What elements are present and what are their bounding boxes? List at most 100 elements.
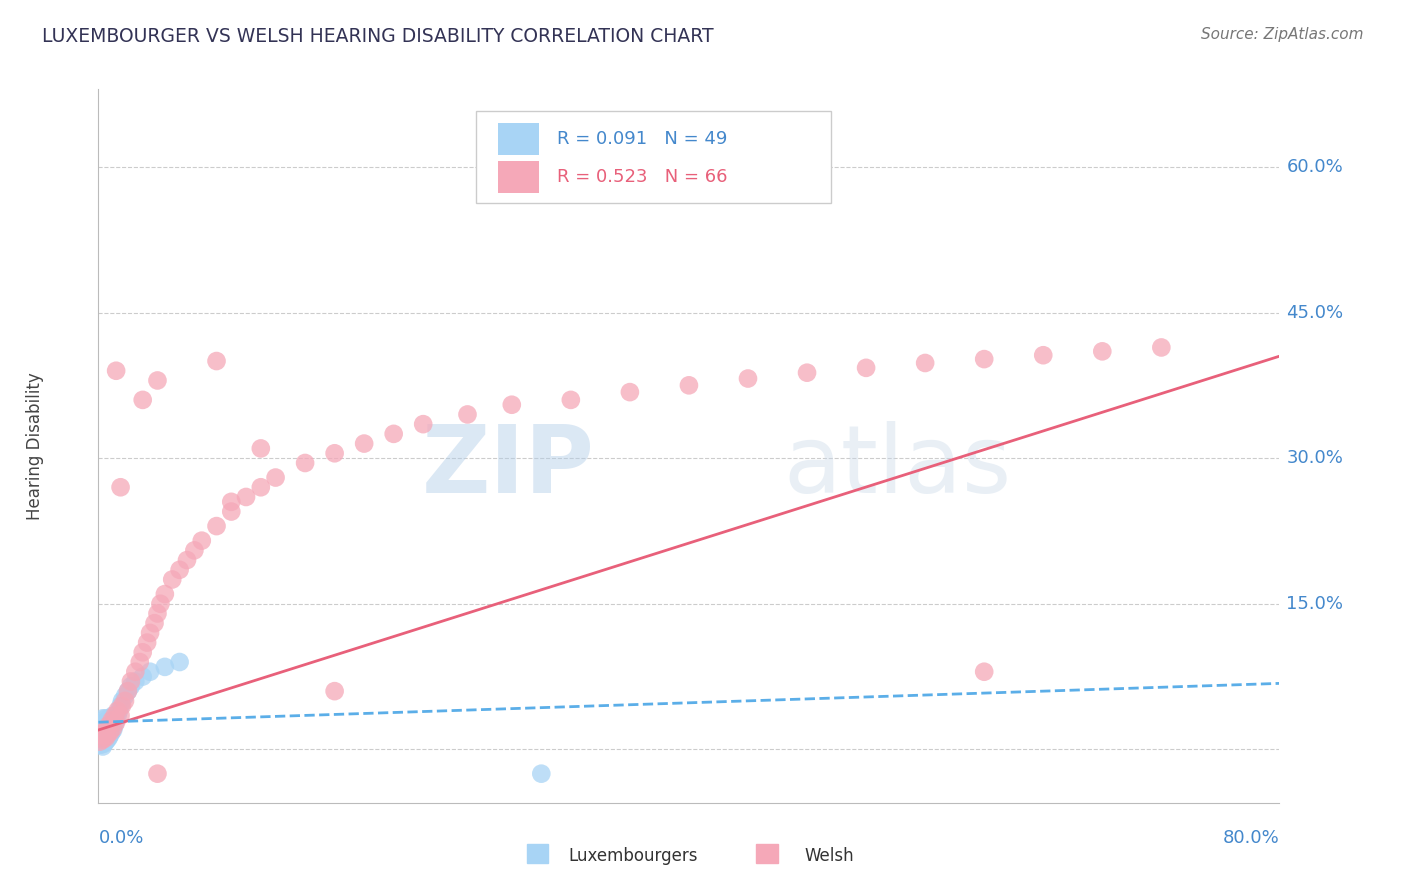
Point xyxy=(205,519,228,533)
Point xyxy=(124,674,146,689)
Text: Welsh: Welsh xyxy=(804,847,855,865)
Point xyxy=(105,715,128,730)
Point xyxy=(93,715,115,730)
Point xyxy=(973,665,995,679)
Point xyxy=(678,378,700,392)
Point xyxy=(132,392,155,407)
Point xyxy=(111,698,134,713)
Point xyxy=(149,597,172,611)
Point xyxy=(124,665,146,679)
Point xyxy=(89,728,111,742)
Point xyxy=(96,728,118,742)
Point xyxy=(914,356,936,370)
Point xyxy=(323,684,346,698)
Point xyxy=(973,352,995,367)
Point xyxy=(97,718,120,732)
Point xyxy=(90,738,112,752)
Point xyxy=(93,725,115,739)
Point xyxy=(105,364,128,378)
Point xyxy=(120,679,142,693)
Bar xyxy=(498,123,538,155)
Point xyxy=(97,723,120,737)
Point xyxy=(139,665,162,679)
Point xyxy=(110,480,132,494)
Point xyxy=(143,616,166,631)
Point xyxy=(94,728,117,742)
Point xyxy=(176,553,198,567)
Point xyxy=(146,766,169,780)
Point xyxy=(183,543,205,558)
Point xyxy=(103,721,125,735)
Point xyxy=(91,718,114,732)
Point xyxy=(91,739,114,754)
Point xyxy=(855,360,877,375)
Point xyxy=(104,708,127,723)
Point xyxy=(90,718,112,732)
Point xyxy=(250,442,273,456)
Point xyxy=(97,711,120,725)
Point xyxy=(219,495,242,509)
Point xyxy=(93,725,115,739)
Point xyxy=(96,715,118,730)
Point xyxy=(1032,348,1054,362)
Point xyxy=(235,490,257,504)
Point xyxy=(132,670,155,684)
Point xyxy=(146,607,169,621)
Point xyxy=(136,635,159,649)
Text: 80.0%: 80.0% xyxy=(1223,830,1279,847)
Point xyxy=(94,723,117,737)
Text: atlas: atlas xyxy=(783,421,1012,514)
Bar xyxy=(498,161,538,193)
Point xyxy=(117,684,139,698)
Point xyxy=(91,731,114,745)
Point xyxy=(153,587,176,601)
Point xyxy=(111,694,134,708)
Point xyxy=(91,725,114,739)
Point xyxy=(737,371,759,385)
Point xyxy=(98,728,121,742)
Point xyxy=(94,711,117,725)
Point xyxy=(103,723,125,737)
Point xyxy=(619,385,641,400)
Text: 0.0%: 0.0% xyxy=(98,830,143,847)
Point xyxy=(501,398,523,412)
Point xyxy=(294,456,316,470)
Point xyxy=(96,732,118,747)
Point xyxy=(1091,344,1114,359)
Point xyxy=(96,725,118,739)
Point xyxy=(91,711,114,725)
Point xyxy=(94,731,117,745)
Point xyxy=(120,674,142,689)
Point xyxy=(97,731,120,745)
Point xyxy=(382,426,405,441)
FancyBboxPatch shape xyxy=(477,111,831,203)
Point xyxy=(162,573,183,587)
Point xyxy=(139,626,162,640)
Point xyxy=(90,734,112,748)
Point xyxy=(169,563,191,577)
Text: Source: ZipAtlas.com: Source: ZipAtlas.com xyxy=(1201,27,1364,42)
Point xyxy=(1150,341,1173,355)
Text: ZIP: ZIP xyxy=(422,421,595,514)
Point xyxy=(117,684,139,698)
Text: Hearing Disability: Hearing Disability xyxy=(27,372,44,520)
Point xyxy=(110,708,132,723)
Text: R = 0.091   N = 49: R = 0.091 N = 49 xyxy=(557,130,727,148)
Point xyxy=(353,436,375,450)
Point xyxy=(110,698,132,713)
Text: Luxembourgers: Luxembourgers xyxy=(568,847,697,865)
Point xyxy=(114,689,136,703)
Point xyxy=(98,725,121,739)
Point xyxy=(100,713,122,727)
Point xyxy=(108,704,131,718)
Text: 30.0%: 30.0% xyxy=(1286,450,1343,467)
Point xyxy=(90,725,112,739)
Point xyxy=(94,734,117,748)
Point xyxy=(128,655,150,669)
Point xyxy=(456,408,478,422)
Point xyxy=(94,721,117,735)
Point xyxy=(412,417,434,432)
Point xyxy=(105,713,128,727)
Point xyxy=(191,533,214,548)
Point xyxy=(93,731,115,745)
